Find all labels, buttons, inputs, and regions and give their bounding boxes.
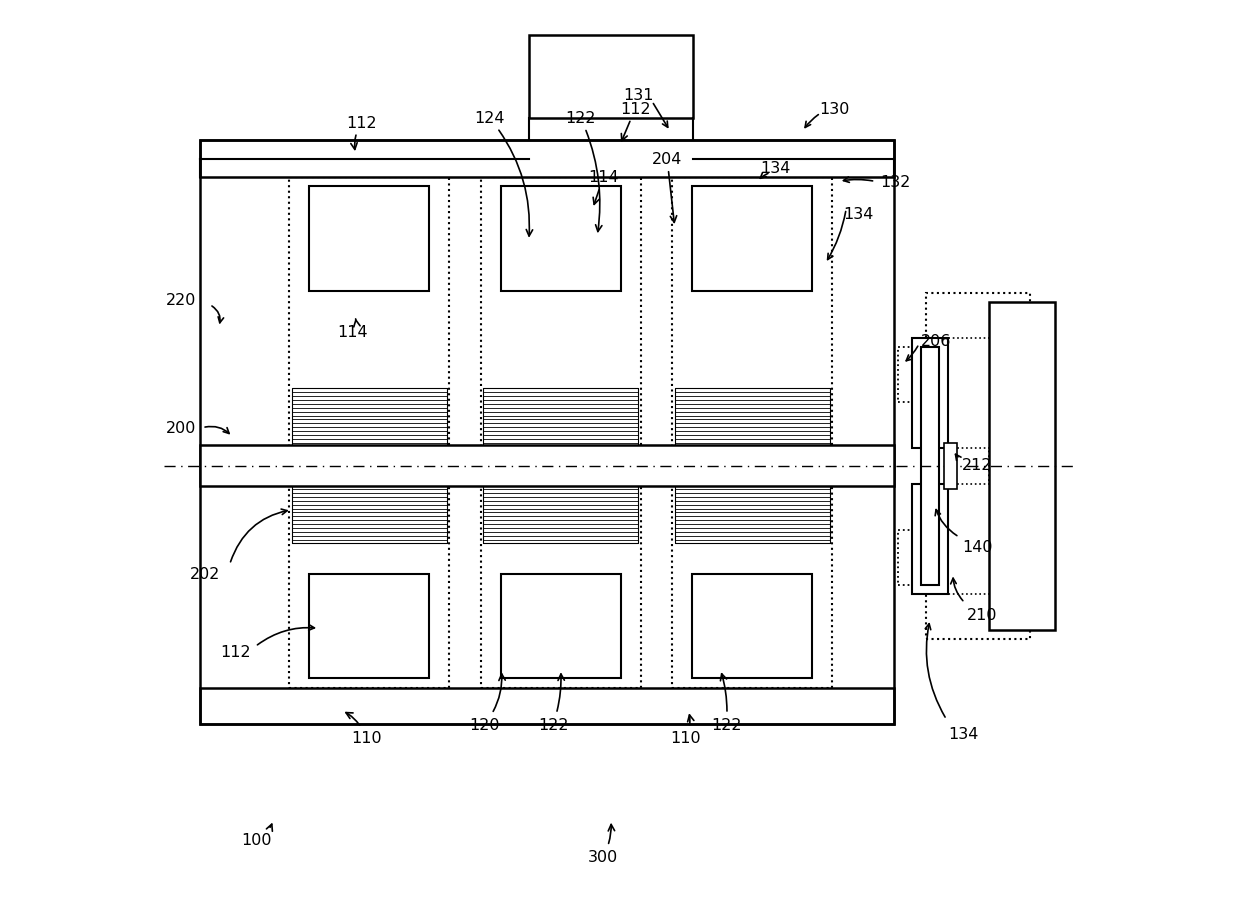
Bar — [481, 178, 641, 688]
Text: 300: 300 — [588, 824, 619, 864]
Bar — [201, 688, 894, 724]
Bar — [484, 466, 639, 544]
Bar — [291, 389, 446, 466]
Text: 212: 212 — [962, 457, 992, 472]
Bar — [911, 485, 949, 594]
Text: 114: 114 — [337, 320, 368, 340]
Bar — [501, 187, 620, 292]
Bar — [675, 389, 830, 466]
Text: 132: 132 — [880, 175, 910, 189]
Bar — [898, 530, 949, 585]
Bar — [925, 293, 1030, 640]
Text: 100: 100 — [242, 824, 273, 847]
Bar — [898, 348, 949, 403]
Text: 134: 134 — [760, 161, 790, 176]
Bar — [501, 574, 620, 679]
Bar — [201, 446, 894, 486]
Text: 112: 112 — [219, 644, 250, 659]
Bar — [309, 187, 429, 292]
Bar — [944, 444, 957, 489]
Bar — [911, 339, 949, 448]
Text: 134: 134 — [843, 207, 874, 221]
Text: 140: 140 — [962, 539, 992, 554]
Text: 202: 202 — [190, 567, 221, 581]
Text: 112: 112 — [346, 116, 377, 150]
Text: 124: 124 — [474, 111, 533, 237]
Bar — [997, 558, 1048, 617]
Bar — [949, 425, 990, 507]
Bar — [675, 466, 830, 544]
Bar — [528, 36, 693, 118]
Text: 120: 120 — [470, 674, 505, 732]
Bar — [201, 141, 894, 724]
Text: 122: 122 — [712, 674, 742, 732]
Text: 210: 210 — [966, 608, 997, 622]
Text: 200: 200 — [166, 421, 196, 435]
Text: 114: 114 — [588, 170, 619, 205]
Text: 134: 134 — [949, 726, 978, 741]
Text: 122: 122 — [565, 111, 601, 232]
Bar — [921, 348, 939, 585]
Text: 130: 130 — [820, 102, 849, 117]
Bar — [990, 302, 1055, 630]
Text: 122: 122 — [538, 674, 568, 732]
Bar — [944, 339, 998, 448]
Bar — [309, 574, 429, 679]
Bar — [672, 178, 832, 688]
Text: 131: 131 — [622, 88, 653, 103]
Text: 110: 110 — [670, 715, 701, 745]
Bar — [997, 316, 1048, 375]
Bar — [944, 485, 998, 594]
Bar — [692, 574, 812, 679]
Bar — [289, 178, 449, 688]
Bar — [201, 141, 894, 178]
Text: 204: 204 — [652, 152, 682, 223]
Bar — [692, 187, 812, 292]
Text: 206: 206 — [921, 334, 951, 349]
Text: 110: 110 — [346, 712, 382, 745]
Text: 220: 220 — [166, 293, 196, 308]
Bar — [291, 466, 446, 544]
Bar — [484, 389, 639, 466]
Text: 112: 112 — [620, 102, 651, 141]
